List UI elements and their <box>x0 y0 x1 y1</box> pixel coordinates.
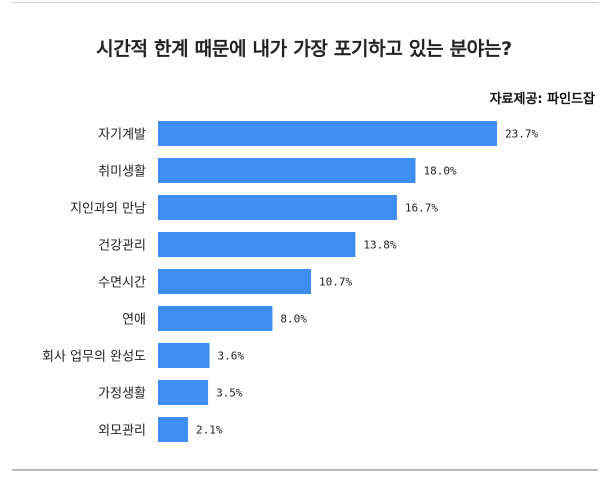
category-label: 가정생활 <box>98 387 146 402</box>
category-label: 회사 업무의 완성도 <box>42 350 146 365</box>
bottom-divider <box>12 469 598 471</box>
category-label: 지인과의 만남 <box>70 202 146 217</box>
value-label: 16.7% <box>405 202 438 215</box>
bar <box>158 306 273 331</box>
source-credit: 자료제공: 파인드잡 <box>489 92 595 107</box>
value-label: 8.0% <box>280 313 307 326</box>
category-label: 취미생활 <box>98 165 146 180</box>
category-label: 자기계발 <box>98 128 146 143</box>
value-label: 3.6% <box>217 350 244 363</box>
bar <box>158 380 209 405</box>
value-label: 3.5% <box>216 387 243 400</box>
bar <box>158 195 397 220</box>
top-divider <box>12 2 598 3</box>
category-label: 수면시간 <box>98 276 146 291</box>
bar <box>158 269 312 294</box>
bar <box>158 417 189 442</box>
bar <box>158 121 497 146</box>
value-label: 13.8% <box>363 239 396 252</box>
chart-title: 시간적 한계 때문에 내가 가장 포기하고 있는 분야는? <box>96 38 512 60</box>
bar <box>158 158 416 183</box>
value-label: 23.7% <box>505 128 538 141</box>
bar <box>158 232 356 257</box>
category-label: 연애 <box>122 313 146 328</box>
category-label: 건강관리 <box>98 239 146 254</box>
value-label: 2.1% <box>196 424 223 437</box>
value-label: 18.0% <box>423 165 456 178</box>
category-label: 외모관리 <box>98 424 146 439</box>
bar <box>158 343 210 368</box>
value-label: 10.7% <box>319 276 352 289</box>
bars-group: 자기계발 23.7% 취미생활 18.0% 지인과의 만남 16.7% 건강관리 13.8% 수… <box>42 121 538 442</box>
